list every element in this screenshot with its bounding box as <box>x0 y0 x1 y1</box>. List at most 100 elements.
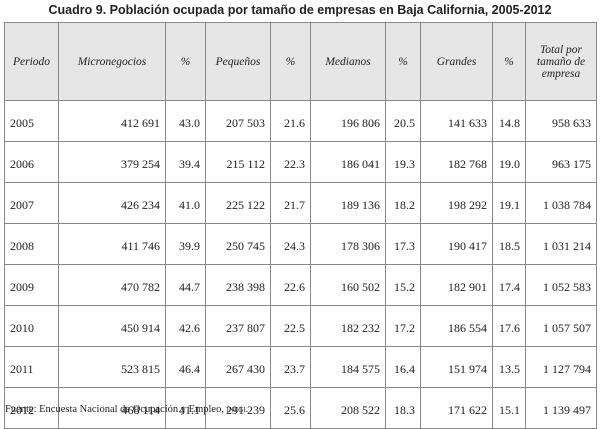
value-cell: 151 974 <box>420 346 493 388</box>
value-cell: 182 232 <box>310 305 386 347</box>
header-cell: % <box>270 22 311 101</box>
period-cell: 2009 <box>4 264 59 306</box>
table-row: 2006 379 254 39.4 215 112 22.3 186 041 19.3 182… <box>4 141 597 183</box>
value-cell: 171 622 <box>420 387 493 429</box>
value-cell: 379 254 <box>58 141 166 183</box>
period-cell: 2006 <box>4 141 59 183</box>
value-cell: 18.2 <box>385 182 421 224</box>
value-cell: 412 691 <box>58 100 166 142</box>
value-cell: 24.3 <box>270 223 311 265</box>
header-row: Periodo Micronegocios% Pequeños% Medianos% G… <box>4 22 597 101</box>
table-row: 2011 523 815 46.4 267 430 23.7 184 575 16.4 151… <box>4 346 597 388</box>
source-name: inegi. <box>226 404 249 415</box>
source-label: Fuente: Encuesta Nacional de Ocupación y… <box>5 404 224 415</box>
table-title: Cuadro 9. Población ocupada por tamaño d… <box>48 3 552 17</box>
value-cell: 196 806 <box>310 100 386 142</box>
value-cell: 178 306 <box>310 223 386 265</box>
value-cell: 198 292 <box>420 182 493 224</box>
value-cell: 22.3 <box>270 141 311 183</box>
table-row: 2009 470 782 44.7 238 398 22.6 160 502 15.2 182… <box>4 264 597 306</box>
value-cell: 963 175 <box>525 141 597 183</box>
period-cell: 2010 <box>4 305 59 347</box>
value-cell: 523 815 <box>58 346 166 388</box>
table-body: 2005 412 691 43.0 207 503 21.6 196 806 20.5 141… <box>4 100 597 429</box>
value-cell: 1 139 497 <box>525 387 597 429</box>
value-cell: 267 430 <box>205 346 271 388</box>
value-cell: 1 127 794 <box>525 346 597 388</box>
value-cell: 238 398 <box>205 264 271 306</box>
value-cell: 21.7 <box>270 182 311 224</box>
period-cell: 2008 <box>4 223 59 265</box>
value-cell: 18.3 <box>385 387 421 429</box>
value-cell: 22.6 <box>270 264 311 306</box>
value-cell: 17.6 <box>492 305 526 347</box>
header-cell: Pequeños <box>205 22 271 101</box>
value-cell: 207 503 <box>205 100 271 142</box>
value-cell: 1 038 784 <box>525 182 597 224</box>
value-cell: 190 417 <box>420 223 493 265</box>
value-cell: 17.3 <box>385 223 421 265</box>
table-row: 2007 426 234 41.0 225 122 21.7 189 136 18.2 198… <box>4 182 597 224</box>
value-cell: 426 234 <box>58 182 166 224</box>
data-table: Periodo Micronegocios% Pequeños% Medianos% G… <box>4 22 597 429</box>
value-cell: 19.3 <box>385 141 421 183</box>
table-row: 2008 411 746 39.9 250 745 24.3 178 306 17.3 190… <box>4 223 597 265</box>
value-cell: 39.9 <box>165 223 206 265</box>
value-cell: 250 745 <box>205 223 271 265</box>
value-cell: 17.2 <box>385 305 421 347</box>
value-cell: 470 782 <box>58 264 166 306</box>
value-cell: 215 112 <box>205 141 271 183</box>
header-cell: Total por tamaño de empresa <box>525 22 597 101</box>
value-cell: 13.5 <box>492 346 526 388</box>
value-cell: 14.8 <box>492 100 526 142</box>
value-cell: 43.0 <box>165 100 206 142</box>
value-cell: 184 575 <box>310 346 386 388</box>
value-cell: 19.0 <box>492 141 526 183</box>
value-cell: 42.6 <box>165 305 206 347</box>
table-row: 2005 412 691 43.0 207 503 21.6 196 806 20.5 141… <box>4 100 597 142</box>
value-cell: 44.7 <box>165 264 206 306</box>
value-cell: 1 057 507 <box>525 305 597 347</box>
period-cell: 2007 <box>4 182 59 224</box>
footer: Fuente: Encuesta Nacional de Ocupación y… <box>5 404 248 415</box>
value-cell: 160 502 <box>310 264 386 306</box>
value-cell: 17.4 <box>492 264 526 306</box>
table-row: 2010 450 914 42.6 237 807 22.5 182 232 17.2 186… <box>4 305 597 347</box>
value-cell: 411 746 <box>58 223 166 265</box>
header-cell: Periodo <box>4 22 59 101</box>
value-cell: 25.6 <box>270 387 311 429</box>
period-cell: 2005 <box>4 100 59 142</box>
value-cell: 21.6 <box>270 100 311 142</box>
value-cell: 39.4 <box>165 141 206 183</box>
value-cell: 450 914 <box>58 305 166 347</box>
value-cell: 958 633 <box>525 100 597 142</box>
value-cell: 182 901 <box>420 264 493 306</box>
value-cell: 18.5 <box>492 223 526 265</box>
value-cell: 186 554 <box>420 305 493 347</box>
value-cell: 20.5 <box>385 100 421 142</box>
value-cell: 208 522 <box>310 387 386 429</box>
value-cell: 1 031 214 <box>525 223 597 265</box>
period-cell: 2011 <box>4 346 59 388</box>
value-cell: 16.4 <box>385 346 421 388</box>
header-cell: Grandes <box>420 22 493 101</box>
value-cell: 141 633 <box>420 100 493 142</box>
header-cell: % <box>492 22 526 101</box>
value-cell: 237 807 <box>205 305 271 347</box>
value-cell: 189 136 <box>310 182 386 224</box>
header-cell: % <box>385 22 421 101</box>
value-cell: 186 041 <box>310 141 386 183</box>
value-cell: 182 768 <box>420 141 493 183</box>
value-cell: 41.0 <box>165 182 206 224</box>
value-cell: 23.7 <box>270 346 311 388</box>
header-cell: % <box>165 22 206 101</box>
header-cell: Micronegocios <box>58 22 166 101</box>
value-cell: 225 122 <box>205 182 271 224</box>
header-cell: Medianos <box>310 22 386 101</box>
value-cell: 19.1 <box>492 182 526 224</box>
value-cell: 15.2 <box>385 264 421 306</box>
value-cell: 1 052 583 <box>525 264 597 306</box>
value-cell: 46.4 <box>165 346 206 388</box>
